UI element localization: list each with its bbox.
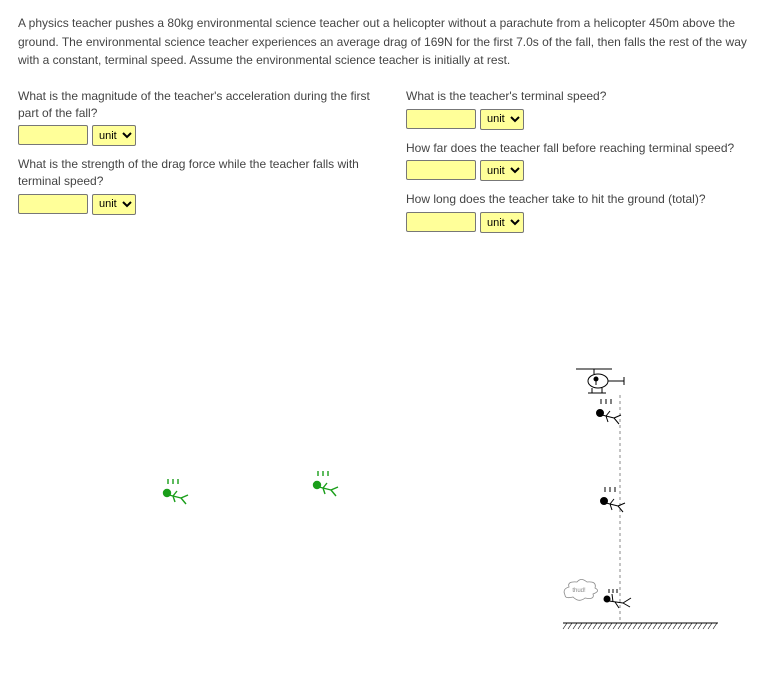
q4-input[interactable] — [406, 160, 476, 180]
problem-statement: A physics teacher pushes a 80kg environm… — [18, 14, 758, 70]
q2-input[interactable] — [18, 194, 88, 214]
q3-label: What is the teacher's terminal speed? — [406, 88, 758, 105]
q2-unit-select[interactable]: unit — [92, 194, 136, 215]
q5-input[interactable] — [406, 212, 476, 232]
q5-label: How long does the teacher take to hit th… — [406, 191, 758, 208]
q2-label: What is the strength of the drag force w… — [18, 156, 370, 190]
q3-unit-select[interactable]: unit — [480, 109, 524, 130]
q3-answer: unit — [406, 109, 758, 130]
q1-label: What is the magnitude of the teacher's a… — [18, 88, 370, 122]
svg-text:thud!: thud! — [572, 588, 586, 594]
q5-unit-select[interactable]: unit — [480, 212, 524, 233]
q1-answer: unit — [18, 125, 370, 146]
q1-unit-select[interactable]: unit — [92, 125, 136, 146]
diagram: thud! — [18, 263, 758, 663]
questions-container: What is the magnitude of the teacher's a… — [18, 88, 758, 243]
q4-answer: unit — [406, 160, 758, 181]
q1-input[interactable] — [18, 125, 88, 145]
left-column: What is the magnitude of the teacher's a… — [18, 88, 370, 243]
diagram-svg: thud! — [18, 263, 758, 663]
q5-answer: unit — [406, 212, 758, 233]
q2-answer: unit — [18, 194, 370, 215]
q4-unit-select[interactable]: unit — [480, 160, 524, 181]
q3-input[interactable] — [406, 109, 476, 129]
q4-label: How far does the teacher fall before rea… — [406, 140, 758, 157]
right-column: What is the teacher's terminal speed? un… — [406, 88, 758, 243]
